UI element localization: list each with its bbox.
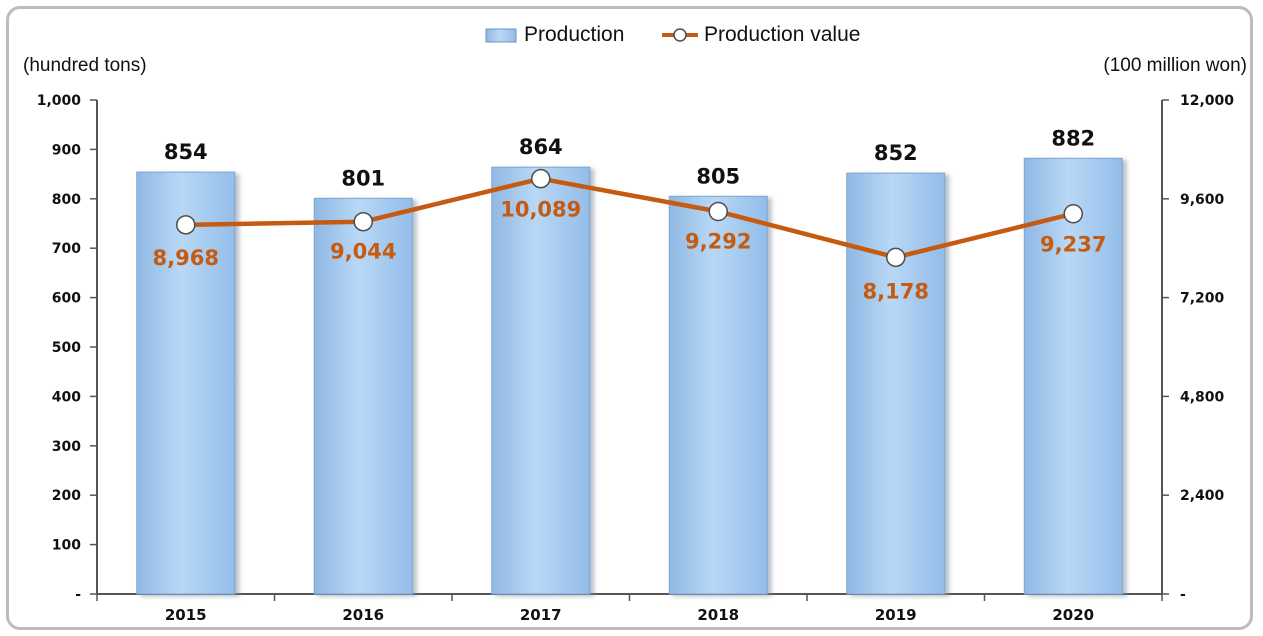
left-axis-tick-label: 800	[52, 192, 81, 208]
production-value-line	[185, 176, 1074, 260]
x-axis-category-label: 2016	[342, 606, 384, 624]
production-bar	[136, 171, 236, 595]
legend-production-swatch	[485, 28, 517, 43]
left-y-axis: - 100 200 300 400 500 600 700 800 900 1,000	[37, 93, 98, 603]
legend: Production Production value	[485, 23, 860, 46]
production-value-label: 882	[1051, 126, 1095, 150]
production-bar	[313, 197, 413, 595]
x-axis-category-label: 2019	[875, 606, 917, 624]
right-axis-tick-label: 7,200	[1180, 291, 1225, 307]
production-bars	[136, 157, 1123, 595]
x-axis-category-label: 2020	[1052, 606, 1094, 624]
left-axis-tick-label: 300	[52, 439, 81, 455]
x-axis: 2015 2016 2017 2018 2019 2020	[96, 593, 1163, 624]
production-value-label: 854	[164, 140, 208, 164]
legend-production-label: Production	[524, 23, 624, 46]
production-value-label: 805	[696, 164, 740, 188]
legend-production-value-label: Production value	[704, 23, 860, 46]
left-axis-tick-label: 500	[52, 340, 81, 356]
production-value-data-label: 9,044	[330, 240, 396, 264]
production-value-marker	[353, 211, 373, 232]
x-axis-category-label: 2015	[165, 606, 207, 624]
production-value-label: 852	[874, 141, 918, 165]
production-bar	[668, 195, 768, 595]
right-axis-tick-label: 9,600	[1180, 192, 1225, 208]
right-axis-unit-label: (100 million won)	[1103, 55, 1247, 76]
left-axis-tick-label: 400	[52, 389, 81, 405]
left-axis-tick-label: 200	[52, 488, 81, 504]
legend-production-value-marker	[673, 28, 687, 42]
production-bar	[846, 172, 946, 595]
production-value-labels: 8,968 9,044 10,089 9,292 8,178 9,237	[153, 198, 1107, 304]
production-value-data-label: 9,292	[685, 229, 751, 253]
production-value-data-label: 10,089	[500, 198, 581, 222]
right-axis-tick-label: -	[1180, 587, 1186, 603]
production-value-marker	[886, 247, 906, 268]
production-value-marker	[531, 168, 551, 189]
right-axis-tick-label: 12,000	[1180, 93, 1234, 109]
production-value-marker	[1063, 203, 1083, 224]
production-value-marker	[176, 215, 196, 235]
right-y-axis: - 2,400 4,800 7,200 9,600 12,000	[1161, 93, 1234, 603]
right-axis-tick-label: 4,800	[1180, 389, 1225, 405]
left-axis-tick-label: 900	[52, 142, 81, 158]
left-axis-tick-label: 1,000	[37, 93, 82, 109]
left-axis-tick-label: -	[75, 587, 81, 603]
production-value-line-series	[176, 168, 1083, 268]
left-axis-unit-label: (hundred tons)	[23, 55, 147, 76]
production-value-label: 801	[341, 166, 385, 190]
production-bar-labels: 854 801 864 805 852 882	[164, 126, 1095, 190]
production-value-data-label: 8,178	[863, 279, 929, 303]
production-bar	[491, 166, 591, 595]
x-axis-category-label: 2018	[697, 606, 739, 624]
production-value-data-label: 9,237	[1040, 233, 1106, 257]
production-bar	[1023, 157, 1123, 595]
left-axis-tick-label: 600	[52, 291, 81, 307]
right-axis-tick-label: 2,400	[1180, 488, 1225, 504]
left-axis-tick-label: 100	[52, 538, 81, 554]
left-axis-tick-label: 700	[52, 241, 81, 257]
production-value-data-label: 8,968	[153, 246, 219, 270]
production-value-label: 864	[519, 135, 563, 159]
production-value-marker	[708, 201, 728, 222]
x-axis-category-label: 2017	[520, 606, 562, 624]
